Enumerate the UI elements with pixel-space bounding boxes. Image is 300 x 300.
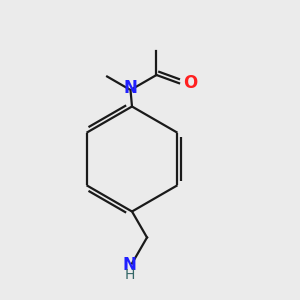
Text: O: O xyxy=(183,74,197,92)
Text: N: N xyxy=(123,256,136,274)
Text: N: N xyxy=(124,80,137,98)
Text: H: H xyxy=(124,268,135,283)
